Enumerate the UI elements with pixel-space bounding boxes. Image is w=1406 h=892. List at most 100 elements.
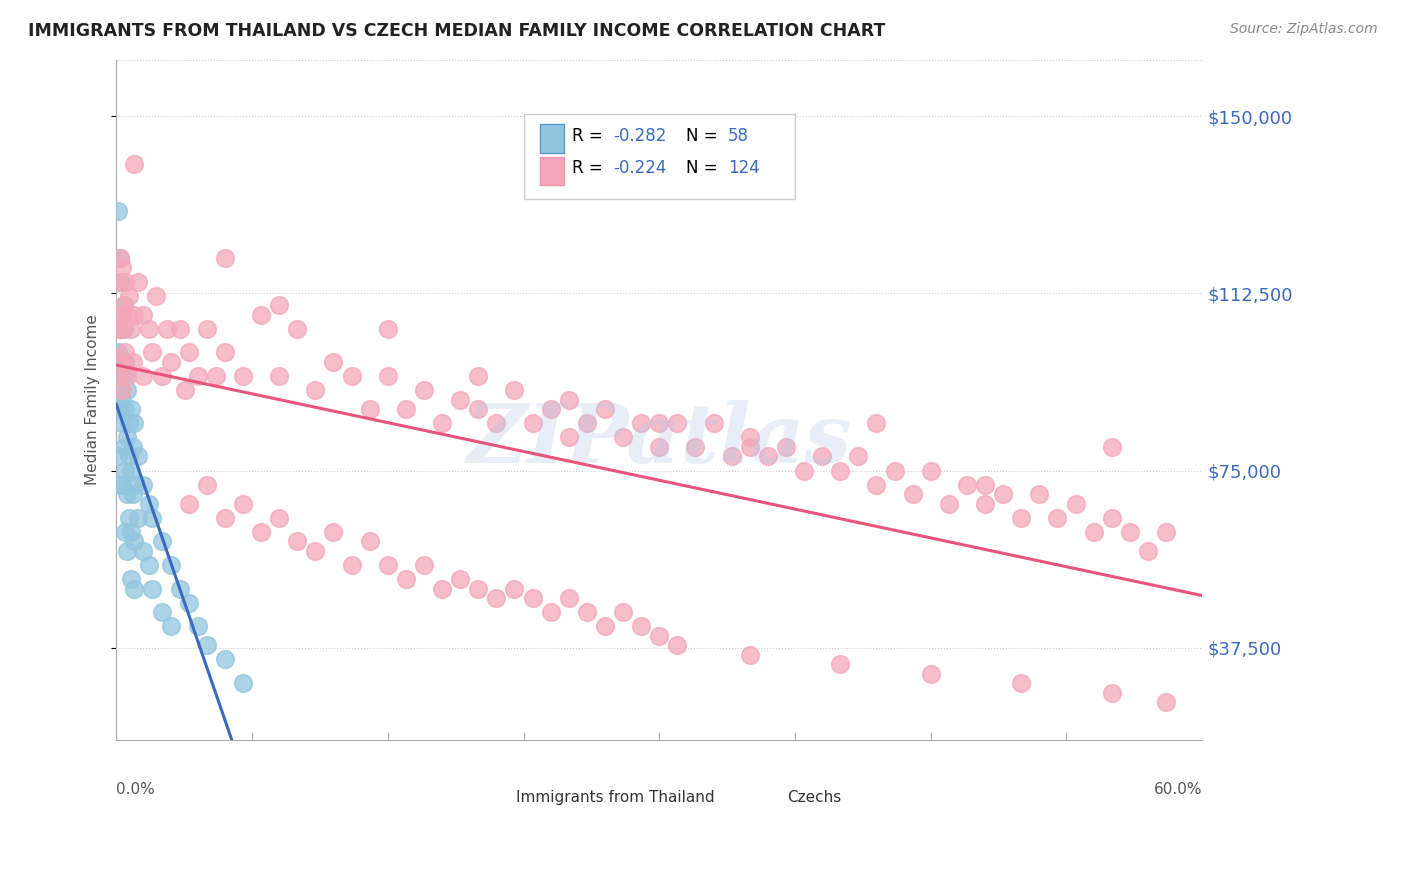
Point (395, 572, 418, 586)
Point (920, 666, 942, 681)
Point (138, 497, 160, 511)
Point (630, 417, 652, 431)
Point (108, 355, 131, 369)
Point (738, 430, 761, 444)
Point (132, 544, 155, 558)
Point (575, 417, 598, 431)
Point (666, 638, 689, 652)
Point (150, 534, 173, 549)
Point (159, 355, 181, 369)
Point (195, 322, 218, 336)
Point (132, 308, 155, 322)
Point (269, 510, 291, 524)
Point (1010, 676, 1032, 690)
Point (108, 322, 131, 336)
Point (114, 463, 136, 477)
Point (648, 417, 671, 431)
Point (169, 582, 191, 596)
Point (108, 383, 131, 397)
Point (108, 251, 131, 265)
Text: 124: 124 (728, 160, 759, 178)
Point (121, 355, 143, 369)
Point (630, 619, 652, 633)
Point (1154, 695, 1177, 709)
Text: -0.224: -0.224 (613, 160, 666, 178)
Point (112, 298, 135, 312)
Text: R =: R = (572, 160, 609, 178)
Point (1101, 685, 1123, 699)
Point (150, 369, 173, 384)
Point (120, 572, 142, 586)
Point (127, 450, 149, 464)
FancyBboxPatch shape (475, 788, 508, 808)
Point (793, 463, 815, 477)
Point (114, 275, 136, 289)
Point (232, 369, 254, 384)
Point (1010, 510, 1032, 524)
Point (114, 345, 136, 359)
Point (558, 430, 581, 444)
Point (114, 355, 136, 369)
Point (485, 591, 508, 605)
Point (107, 275, 129, 289)
Point (115, 430, 138, 444)
Point (920, 463, 942, 477)
Point (111, 322, 134, 336)
Point (540, 605, 562, 619)
Point (145, 289, 167, 303)
Point (118, 450, 141, 464)
Point (467, 369, 489, 384)
Point (177, 596, 200, 610)
Point (846, 450, 869, 464)
Point (159, 558, 181, 572)
Point (111, 392, 134, 407)
Point (775, 440, 797, 454)
FancyBboxPatch shape (523, 114, 794, 199)
Point (150, 605, 173, 619)
Point (195, 477, 218, 491)
Point (141, 345, 163, 359)
Point (108, 477, 131, 491)
Point (120, 322, 142, 336)
Point (124, 156, 146, 170)
FancyBboxPatch shape (540, 157, 564, 186)
Point (250, 524, 273, 539)
Point (467, 402, 489, 417)
Point (938, 497, 960, 511)
Point (285, 322, 308, 336)
Point (112, 369, 135, 384)
Point (974, 477, 997, 491)
Point (127, 275, 149, 289)
Point (359, 402, 381, 417)
Point (111, 308, 134, 322)
Point (214, 251, 236, 265)
Point (811, 450, 834, 464)
Point (232, 676, 254, 690)
Point (593, 402, 616, 417)
Point (991, 487, 1014, 501)
Point (169, 322, 191, 336)
Point (413, 558, 436, 572)
Text: IMMIGRANTS FROM THAILAND VS CZECH MEDIAN FAMILY INCOME CORRELATION CHART: IMMIGRANTS FROM THAILAND VS CZECH MEDIAN… (28, 22, 886, 40)
Point (132, 369, 155, 384)
Point (118, 289, 141, 303)
Point (115, 308, 138, 322)
Text: 0.0%: 0.0% (117, 782, 155, 797)
Point (467, 582, 489, 596)
Point (115, 487, 138, 501)
Point (138, 558, 160, 572)
Point (430, 582, 453, 596)
Point (1064, 497, 1087, 511)
Point (1154, 524, 1177, 539)
Point (187, 619, 209, 633)
Point (177, 497, 200, 511)
Point (413, 383, 436, 397)
Point (1101, 510, 1123, 524)
Point (250, 308, 273, 322)
Point (111, 260, 134, 275)
Point (120, 524, 142, 539)
Point (1101, 440, 1123, 454)
Point (558, 392, 581, 407)
Point (612, 605, 634, 619)
Point (124, 417, 146, 431)
